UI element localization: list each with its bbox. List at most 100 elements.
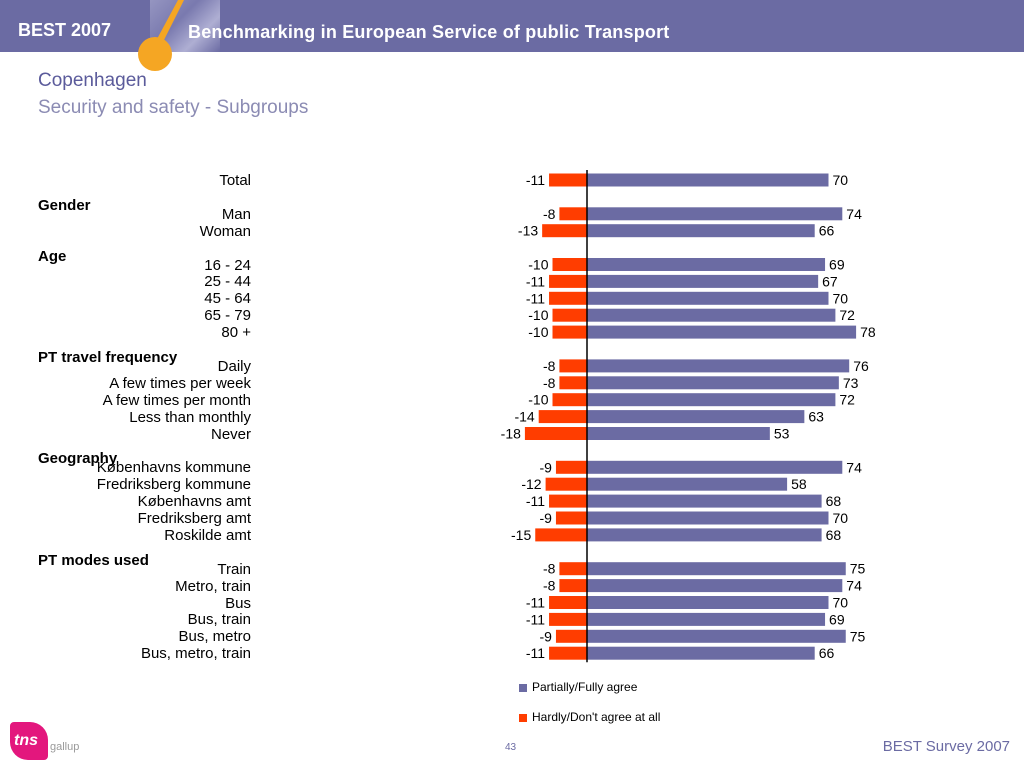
legend-swatch-disagree xyxy=(519,713,527,722)
slide-subtitle: Security and safety - Subgroups xyxy=(38,97,309,118)
value-label-disagree: -11 xyxy=(526,273,545,289)
group-label: PT modes used xyxy=(38,551,149,569)
value-label-agree: 67 xyxy=(822,273,838,289)
row-label: Less than monthly xyxy=(129,408,251,426)
legend-label-disagree: Hardly/Don't agree at all xyxy=(532,710,661,724)
row-label: Bus, metro xyxy=(178,628,251,646)
bar-disagree xyxy=(542,224,587,238)
logo-subtext: gallup xyxy=(50,741,80,753)
bar-disagree xyxy=(549,596,587,609)
row-label: Woman xyxy=(199,222,251,240)
value-label-agree: 75 xyxy=(850,561,866,577)
row-label: 16 - 24 xyxy=(204,256,251,274)
value-label-agree: 68 xyxy=(826,527,842,543)
legend-label-agree: Partially/Fully agree xyxy=(532,680,638,694)
bar-agree xyxy=(587,460,843,474)
row-label: Bus, train xyxy=(187,611,251,629)
bar-disagree xyxy=(555,511,587,525)
row-label: Københavns amt xyxy=(137,493,251,511)
group-label: Geography xyxy=(38,450,118,468)
value-label-disagree: -11 xyxy=(526,611,545,627)
bar-agree xyxy=(587,173,829,187)
value-label-disagree: -11 xyxy=(526,290,545,306)
value-label-disagree: -11 xyxy=(526,645,545,661)
value-label-agree: 58 xyxy=(791,476,807,492)
logo-text: tns xyxy=(14,732,38,749)
bar-agree xyxy=(587,291,829,305)
bar-disagree xyxy=(559,579,587,593)
bar-agree xyxy=(587,477,788,491)
row-label: Bus, metro, train xyxy=(140,645,251,663)
value-label-disagree: -9 xyxy=(539,510,552,526)
page-number: 43 xyxy=(505,742,517,753)
value-label-disagree: -11 xyxy=(526,493,545,509)
value-label-agree: 76 xyxy=(853,358,869,374)
bar-disagree xyxy=(524,427,587,440)
orange-dot-decoration xyxy=(138,37,172,71)
bar-agree xyxy=(587,612,826,626)
slide-city-title: Copenhagen xyxy=(38,70,147,91)
bar-agree xyxy=(587,579,843,593)
value-label-agree: 70 xyxy=(833,172,849,188)
row-label: 80 + xyxy=(221,324,251,342)
bar-disagree xyxy=(552,258,587,271)
bar-agree xyxy=(587,308,836,322)
row-label: A few times per month xyxy=(102,391,251,409)
bar-agree xyxy=(587,359,850,373)
bar-disagree xyxy=(549,646,587,660)
value-label-disagree: -18 xyxy=(501,426,521,442)
group-label: PT travel frequency xyxy=(38,348,178,366)
bar-disagree xyxy=(552,393,587,407)
bar-disagree xyxy=(549,173,587,187)
row-label: Total xyxy=(219,172,251,189)
bar-disagree xyxy=(549,291,587,305)
value-label-agree: 74 xyxy=(846,206,862,222)
value-label-agree: 74 xyxy=(846,578,862,594)
group-label: Gender xyxy=(38,196,91,214)
value-label-disagree: -10 xyxy=(528,307,548,323)
bar-disagree xyxy=(549,494,587,508)
value-label-agree: 69 xyxy=(829,257,845,273)
value-label-disagree: -11 xyxy=(526,595,545,611)
value-label-disagree: -10 xyxy=(528,324,548,340)
bar-disagree xyxy=(552,308,587,322)
value-label-agree: 70 xyxy=(833,290,849,306)
value-label-disagree: -13 xyxy=(518,223,538,239)
value-label-agree: 73 xyxy=(843,375,859,391)
row-label: A few times per week xyxy=(109,374,251,392)
value-label-disagree: -9 xyxy=(539,628,552,644)
bar-agree xyxy=(587,258,826,271)
header-banner: BEST 2007 Benchmarking in European Servi… xyxy=(0,0,1024,52)
bar-disagree xyxy=(559,562,587,576)
row-label: 25 - 44 xyxy=(204,273,251,291)
bar-agree xyxy=(587,325,857,339)
logo-mark xyxy=(10,722,48,760)
legend-swatch-agree xyxy=(519,683,527,692)
value-label-disagree: -8 xyxy=(543,578,556,594)
value-label-disagree: -10 xyxy=(528,392,548,408)
legend-item-disagree: Hardly/Don't agree at all xyxy=(519,710,660,724)
value-label-disagree: -9 xyxy=(539,459,552,475)
value-label-agree: 69 xyxy=(829,611,845,627)
bar-disagree xyxy=(538,410,587,424)
value-label-agree: 74 xyxy=(846,459,862,475)
value-label-disagree: -11 xyxy=(526,172,545,188)
bar-agree xyxy=(587,410,805,424)
footer-survey-text: BEST Survey 2007 xyxy=(882,738,1010,755)
value-label-disagree: -8 xyxy=(543,206,556,222)
row-label: Fredriksberg kommune xyxy=(96,476,251,494)
value-label-disagree: -10 xyxy=(528,257,548,273)
bar-agree xyxy=(587,494,822,508)
bar-disagree xyxy=(559,376,587,390)
bar-agree xyxy=(587,629,846,643)
bar-agree xyxy=(587,393,836,407)
value-label-agree: 53 xyxy=(774,426,790,442)
header-title: Benchmarking in European Service of publ… xyxy=(188,22,670,42)
bar-agree xyxy=(587,528,822,542)
value-label-agree: 66 xyxy=(819,645,835,661)
bar-disagree xyxy=(549,274,587,288)
row-label: Man xyxy=(221,205,251,223)
value-label-agree: 66 xyxy=(819,223,835,239)
row-label: Roskilde amt xyxy=(164,526,251,544)
row-label: Train xyxy=(217,560,251,578)
